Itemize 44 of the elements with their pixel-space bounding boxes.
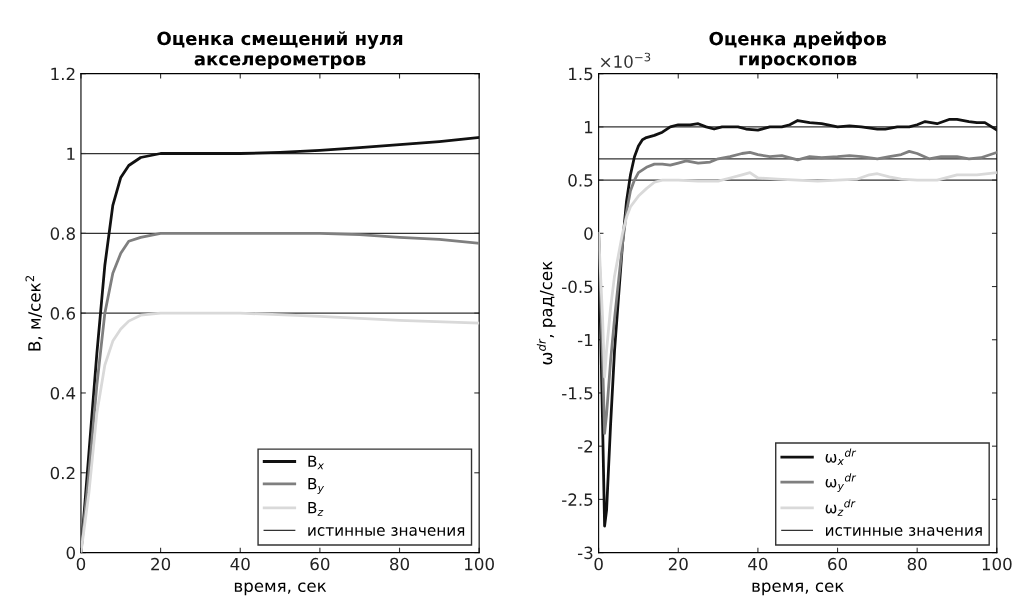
- y-axis-title: B, м/сек$^{2}$: [25, 275, 43, 351]
- y-tick-label: 0.4: [50, 386, 76, 400]
- x-tick-label: 0: [76, 557, 86, 571]
- x-tick-label: 20: [151, 557, 171, 571]
- y-tick-label: -2: [577, 440, 593, 453]
- legend-label: B$_{x}$: [308, 455, 324, 470]
- y-tick-label: -0.5: [562, 280, 593, 294]
- y-tick-label: 1: [67, 147, 75, 160]
- x-tick-label: 100: [982, 557, 1012, 571]
- legend-label: истинные значения: [308, 527, 465, 536]
- y-tick-label: 0.2: [50, 466, 75, 480]
- y-tick-label: 1.2: [51, 67, 75, 81]
- legend-label: B$_{y}$: [308, 478, 325, 494]
- chart-title: Оценка дрейфов гироскопов: [709, 31, 887, 70]
- x-tick-label: 40: [230, 557, 250, 571]
- y-tick-label: 1.5: [569, 67, 593, 81]
- legend-label: ω$_{y}$$^{dr}$: [825, 473, 857, 493]
- y-tick-label: 0.8: [50, 227, 75, 240]
- legend-label: ω$_{z}$$^{dr}$: [825, 499, 856, 516]
- y-tick-label: 0: [66, 546, 75, 560]
- x-tick-label: 60: [828, 557, 848, 571]
- x-axis-title: время, сек: [234, 582, 327, 596]
- y-tick-label: -1.5: [562, 387, 593, 400]
- legend-label: истинные значения: [826, 527, 982, 536]
- x-tick-label: 60: [310, 557, 330, 571]
- x-tick-label: 20: [668, 557, 688, 571]
- y-tick-label: 0.6: [50, 307, 76, 320]
- x-tick-label: 0: [594, 557, 603, 571]
- x-tick-label: 80: [390, 557, 410, 571]
- y-tick-label: 1: [584, 121, 593, 134]
- y-tick-label: 0.5: [568, 174, 593, 187]
- y-tick-label: -2.5: [562, 493, 593, 506]
- legend-label: B$_{z}$: [308, 502, 324, 516]
- y-tick-label: -3: [577, 546, 593, 560]
- x-tick-label: 100: [465, 557, 494, 571]
- legend-label: ω$_{x}$$^{dr}$: [825, 448, 857, 465]
- y-tick-label: 0: [584, 227, 593, 240]
- x-tick-label: 40: [748, 557, 768, 571]
- x-tick-label: 80: [907, 557, 927, 571]
- text: ×10$^{−3}$: [600, 52, 651, 68]
- y-axis-title: ω$^{dr}$, рад/сек: [536, 261, 556, 365]
- x-axis-title: время, сек: [752, 582, 844, 596]
- y-tick-label: -1: [577, 333, 593, 347]
- chart-title: Оценка смещений нуля акселерометров: [157, 31, 403, 70]
